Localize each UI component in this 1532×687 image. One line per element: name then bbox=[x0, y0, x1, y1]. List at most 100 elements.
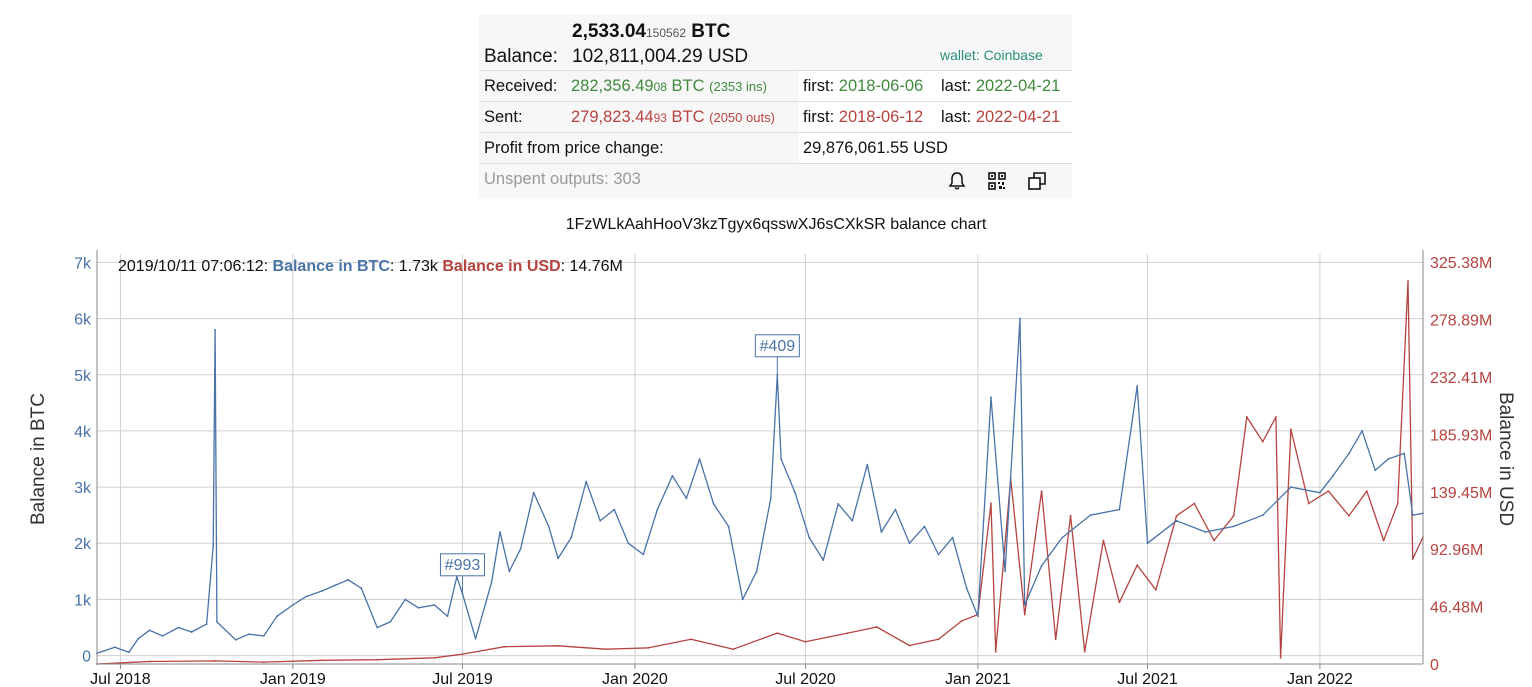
usd-balance-line bbox=[96, 280, 1424, 665]
usd-point bbox=[1289, 428, 1292, 431]
annotation-label: #409 bbox=[760, 338, 796, 355]
balance-chart[interactable]: 0 1k 2k 3k 4k 5k 6k 7k 0 46.48M 92.96M 139.45M 185.9… bbox=[0, 240, 1532, 687]
btc-point bbox=[262, 635, 265, 637]
usd-point bbox=[262, 661, 265, 664]
btc-point bbox=[937, 553, 940, 556]
y-axis-label-left: Balance in BTC bbox=[28, 393, 49, 525]
btc-point bbox=[894, 508, 897, 511]
usd-point bbox=[1136, 564, 1139, 567]
btc-point bbox=[234, 638, 237, 641]
usd-point bbox=[461, 653, 464, 656]
btc-balance-line bbox=[96, 317, 1424, 654]
usd-point bbox=[1102, 539, 1105, 542]
btc-point bbox=[656, 508, 659, 511]
btc-point bbox=[1004, 570, 1006, 573]
usd-point bbox=[908, 644, 911, 647]
usd-point bbox=[604, 648, 607, 651]
btc-point bbox=[642, 553, 645, 556]
tooltip-series1-name: Balance in BTC bbox=[273, 258, 391, 275]
y-tick-left: 7k bbox=[74, 255, 92, 272]
x-tick-label: Jul 2018 bbox=[90, 671, 151, 687]
btc-point bbox=[1411, 514, 1414, 517]
y-tick-right: 0 bbox=[1430, 657, 1439, 674]
profit-value-cell bbox=[799, 133, 1072, 163]
btc-point bbox=[1146, 542, 1149, 545]
y-tick-right: 185.93M bbox=[1430, 427, 1492, 444]
btc-point bbox=[741, 598, 744, 601]
usd-point bbox=[376, 658, 379, 661]
btc-point bbox=[1319, 491, 1321, 494]
usd-point bbox=[647, 647, 649, 649]
usd-point bbox=[1411, 558, 1414, 560]
qr-code-icon[interactable] bbox=[987, 171, 1007, 191]
usd-point bbox=[1083, 650, 1086, 653]
x-tick-label: Jul 2021 bbox=[1117, 671, 1178, 687]
sent-btc-small: 93 bbox=[653, 111, 667, 125]
btc-point bbox=[908, 542, 911, 545]
btc-point bbox=[446, 615, 449, 618]
btc-point bbox=[113, 646, 116, 649]
btc-point bbox=[127, 651, 130, 654]
usd-point bbox=[214, 660, 216, 662]
received-first: first: 2018-06-06 bbox=[803, 77, 923, 96]
y-tick-right: 325.38M bbox=[1430, 255, 1492, 272]
bell-icon[interactable] bbox=[947, 171, 967, 191]
profit-value: 29,876,061.55 USD bbox=[803, 139, 948, 157]
btc-series-group bbox=[96, 317, 1424, 655]
btc-point bbox=[851, 519, 854, 522]
usd-point bbox=[1396, 502, 1399, 505]
usd-point bbox=[1407, 280, 1409, 283]
usd-point bbox=[804, 640, 807, 643]
btc-point bbox=[671, 474, 674, 477]
wallet-link[interactable]: wallet: Coinbase bbox=[940, 47, 1043, 63]
y-tick-right: 46.48M bbox=[1430, 600, 1483, 617]
btc-point bbox=[455, 576, 458, 578]
btc-point bbox=[321, 590, 323, 592]
btc-point bbox=[148, 629, 151, 632]
btc-point bbox=[276, 615, 278, 618]
usd-point bbox=[690, 638, 693, 641]
usd-point bbox=[1279, 656, 1282, 659]
usd-series-group bbox=[96, 280, 1424, 665]
copy-icon[interactable] bbox=[1027, 171, 1047, 191]
btc-point bbox=[161, 635, 164, 637]
usd-point bbox=[1054, 638, 1057, 641]
y-axis-label-right: Balance in USD bbox=[1495, 392, 1516, 526]
sent-row: Sent: 279,823.4493 BTC (2050 outs) first… bbox=[479, 101, 1072, 132]
btc-point bbox=[1023, 604, 1026, 606]
usd-point bbox=[846, 632, 849, 635]
usd-point bbox=[961, 619, 963, 622]
balance-btc-main: 2,533.04 bbox=[572, 21, 646, 42]
btc-point bbox=[808, 536, 811, 539]
sent-first-date: 2018-06-12 bbox=[838, 108, 924, 126]
btc-point bbox=[727, 525, 730, 528]
btc-point bbox=[417, 606, 420, 609]
btc-point bbox=[360, 587, 363, 590]
btc-point bbox=[508, 570, 511, 573]
y-tick-right: 232.41M bbox=[1430, 370, 1492, 387]
unspent-outputs: Unspent outputs: 303 bbox=[484, 170, 641, 188]
sent-first: first: 2018-06-12 bbox=[803, 108, 923, 127]
btc-point bbox=[1361, 430, 1363, 432]
balance-btc-unit: BTC bbox=[691, 21, 731, 42]
btc-point bbox=[499, 531, 501, 533]
y-tick-left: 6k bbox=[74, 312, 92, 329]
btc-point bbox=[205, 623, 208, 626]
btc-point bbox=[1118, 508, 1121, 511]
sent-btc-main: 279,823.44 bbox=[571, 108, 654, 126]
btc-point bbox=[585, 480, 588, 483]
usd-point bbox=[1118, 601, 1121, 604]
x-tick-label: Jan 2019 bbox=[260, 671, 326, 687]
usd-point bbox=[776, 632, 779, 635]
balance-usd: 102,811,004.29 USD bbox=[572, 46, 749, 67]
usd-point bbox=[321, 659, 323, 662]
y-tick-left: 3k bbox=[74, 480, 92, 497]
usd-point bbox=[503, 645, 506, 648]
x-tick-label: Jul 2020 bbox=[775, 671, 836, 687]
sent-label: Sent: bbox=[484, 108, 523, 126]
btc-point bbox=[474, 637, 477, 640]
btc-point bbox=[177, 626, 180, 629]
btc-point bbox=[532, 491, 535, 494]
sent-btc-unit: BTC bbox=[671, 108, 705, 126]
btc-point bbox=[433, 604, 436, 606]
